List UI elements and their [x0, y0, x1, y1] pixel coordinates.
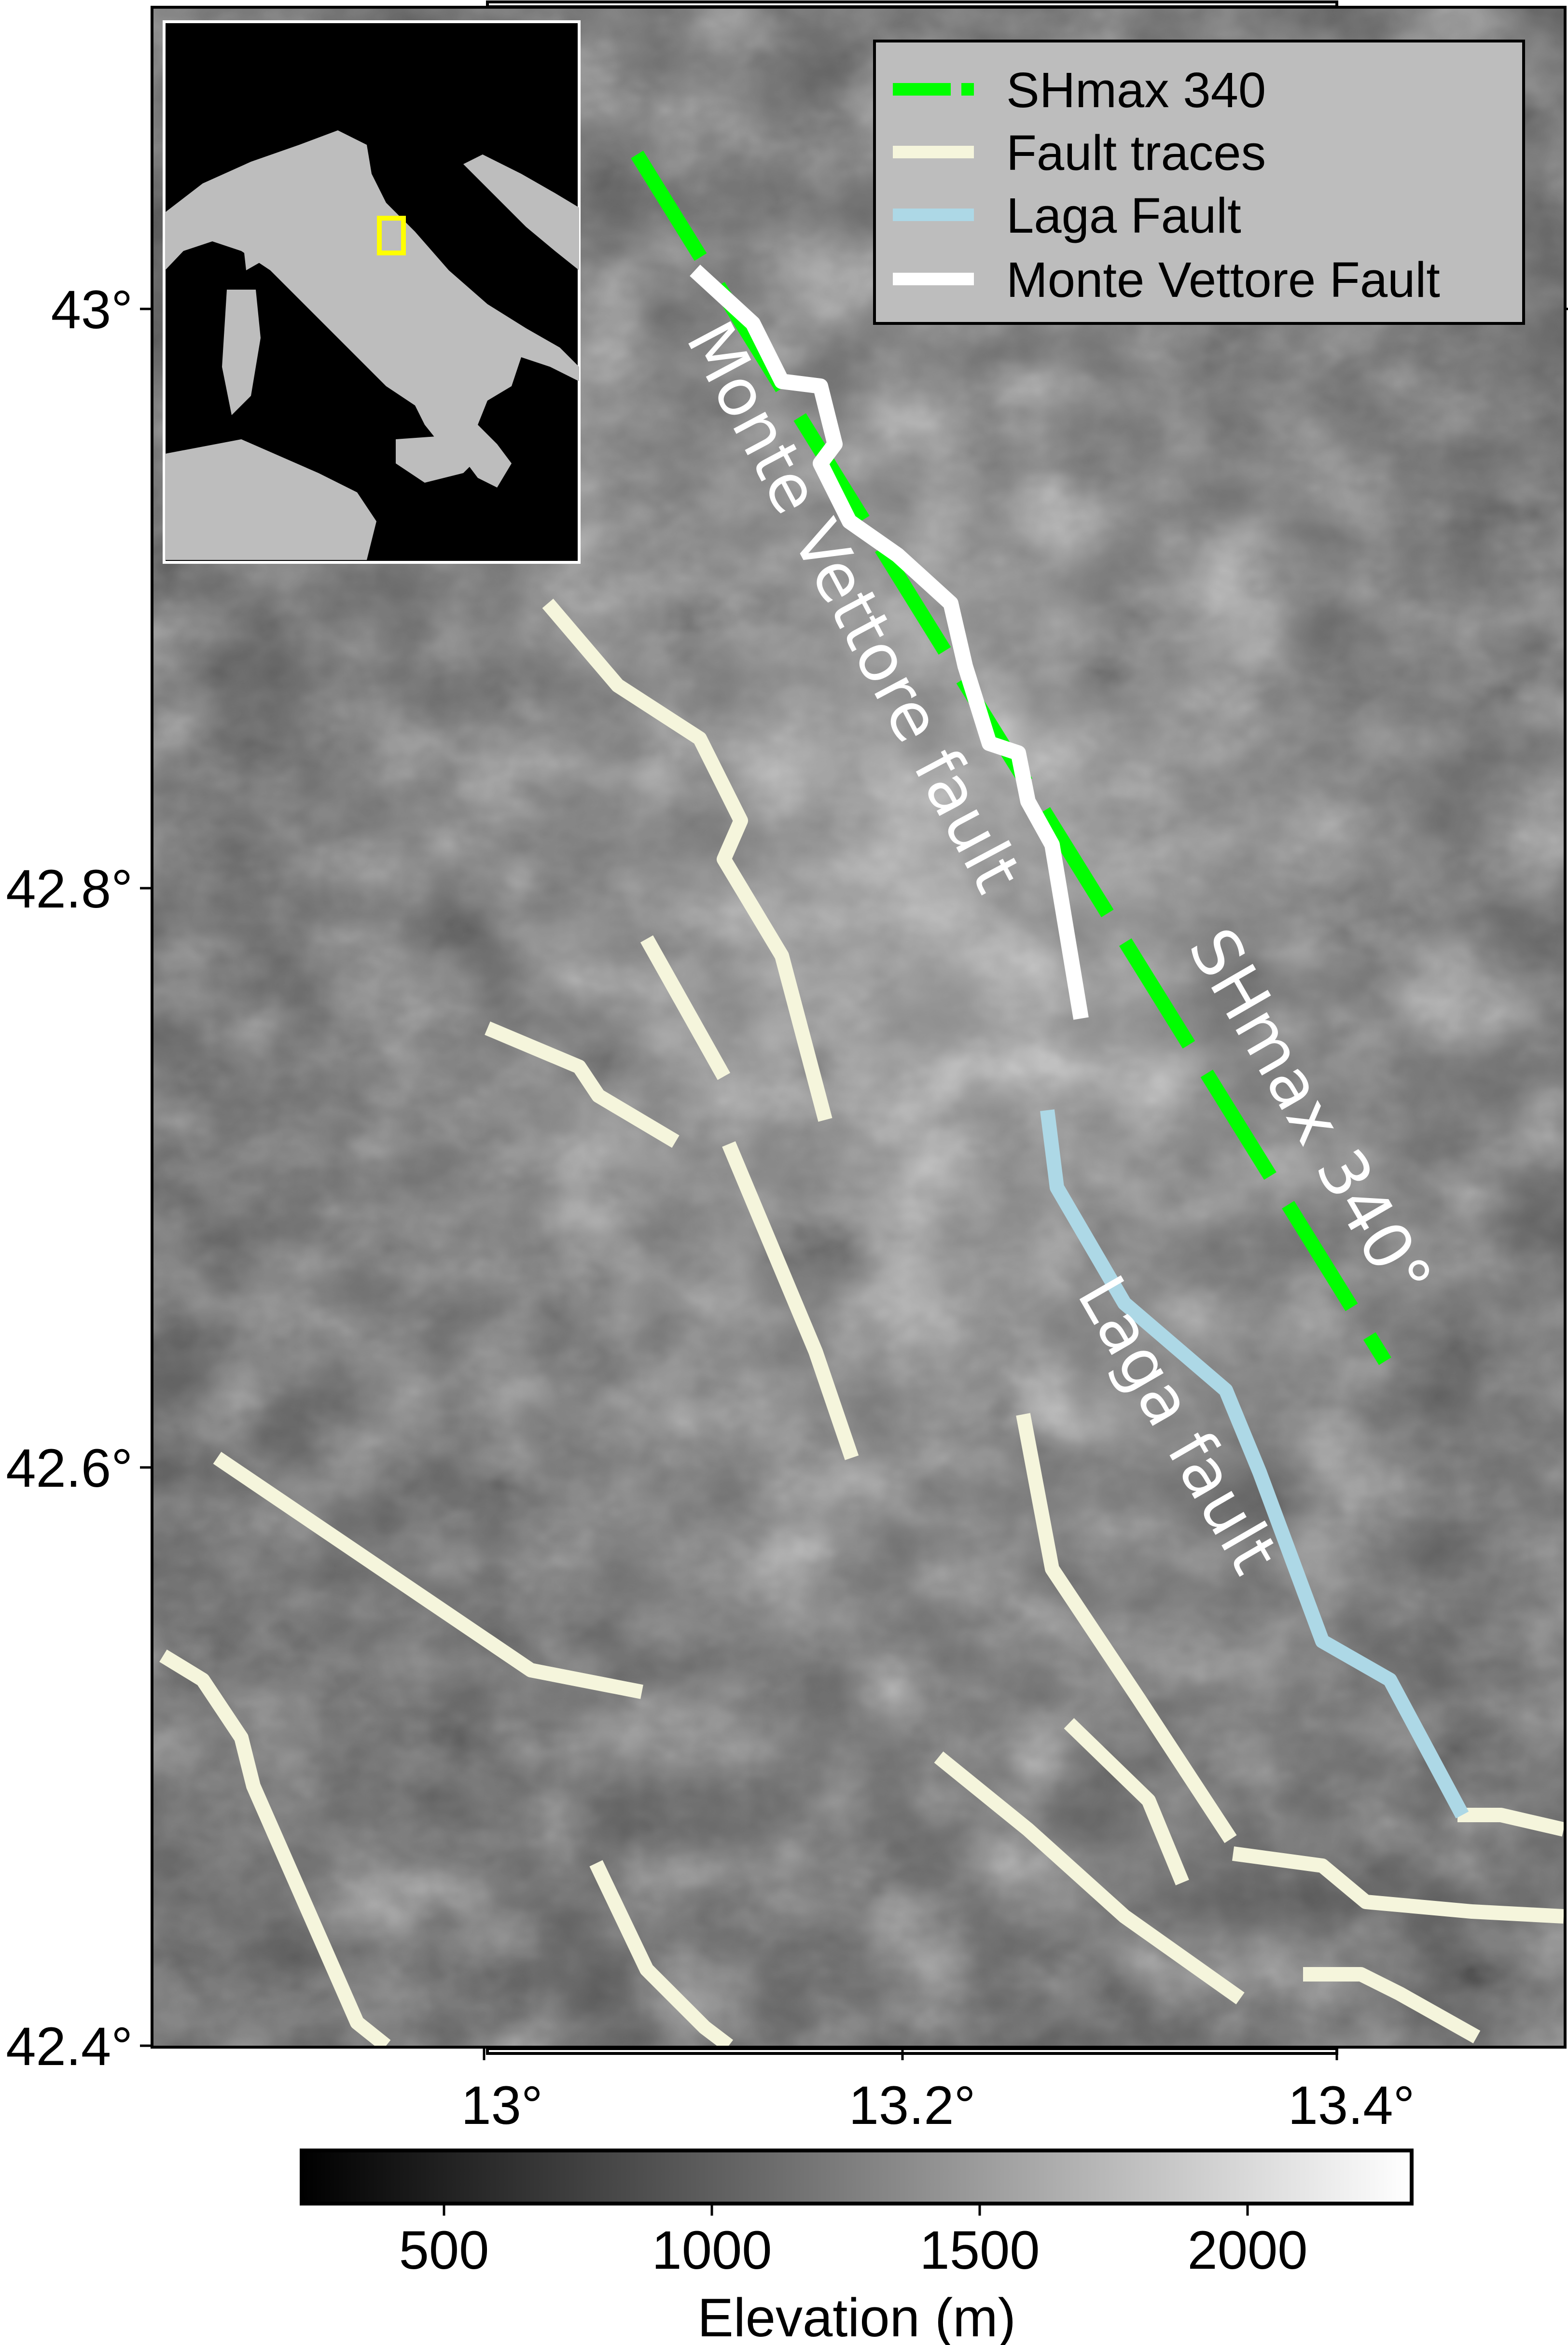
colorbar-label: Elevation (m): [697, 2288, 1016, 2345]
africa-coast-icon: [165, 439, 376, 560]
fault-trace: [1064, 1718, 1189, 1885]
colorbar-tick: 1500: [919, 2220, 1040, 2280]
fault-trace: [1232, 1846, 1564, 1924]
colorbar: 500 1000 1500 2000 Elevation (m): [300, 2149, 1414, 2345]
inset-map: [163, 20, 581, 564]
fault-trace: [485, 1021, 680, 1148]
colorbar-tick: 1000: [652, 2220, 772, 2280]
fault-trace: [589, 1860, 734, 2046]
fault-trace: [1303, 1967, 1481, 2044]
y-tick-label: 43°: [51, 279, 133, 340]
balkans-icon: [463, 154, 579, 270]
sardinia-icon: [222, 290, 261, 415]
legend-label: Laga Fault: [1006, 188, 1241, 243]
sicily-icon: [396, 434, 483, 483]
colorbar-tick: 2000: [1187, 2220, 1307, 2280]
legend-label: Monte Vettore Fault: [1006, 252, 1440, 307]
x-tick-label: 13°: [461, 2075, 542, 2136]
x-tick-label: 13.2°: [849, 2075, 976, 2136]
monte-vettore-fault: [690, 265, 1089, 1020]
italy-icon: [165, 130, 579, 488]
y-tick-label: 42.6°: [6, 1438, 133, 1498]
fault-trace: [1457, 1808, 1564, 1837]
study-area-box: [377, 216, 406, 255]
x-tick-labels: 13° 13.2° 13.4°: [461, 2075, 1415, 2136]
corsica-icon: [241, 222, 263, 270]
axis-ticks: [140, 307, 1568, 2060]
laga-fault: [1040, 1109, 1469, 1819]
colorbar-tick: 500: [399, 2220, 489, 2280]
y-tick-label: 42.8°: [6, 859, 133, 919]
fault-trace: [159, 1649, 391, 2046]
fault-trace: [1016, 1413, 1237, 1843]
legend-label: Fault traces: [1006, 125, 1266, 181]
y-tick-label: 42.4°: [6, 2016, 133, 2077]
x-tick-label: 13.4°: [1288, 2075, 1415, 2136]
fault-trace: [542, 599, 833, 1122]
fault-trace: [213, 1452, 643, 1699]
fault-traces: [159, 599, 1564, 2046]
fault-trace: [722, 1141, 859, 1460]
y-tick-labels: 43° 42.8° 42.6° 42.4°: [6, 279, 133, 2077]
fault-trace: [640, 935, 731, 1080]
legend: SHmax 340 Fault traces Laga Fault Monte …: [873, 40, 1525, 325]
legend-label: SHmax 340: [1006, 62, 1266, 118]
fault-trace: [934, 1751, 1245, 2005]
